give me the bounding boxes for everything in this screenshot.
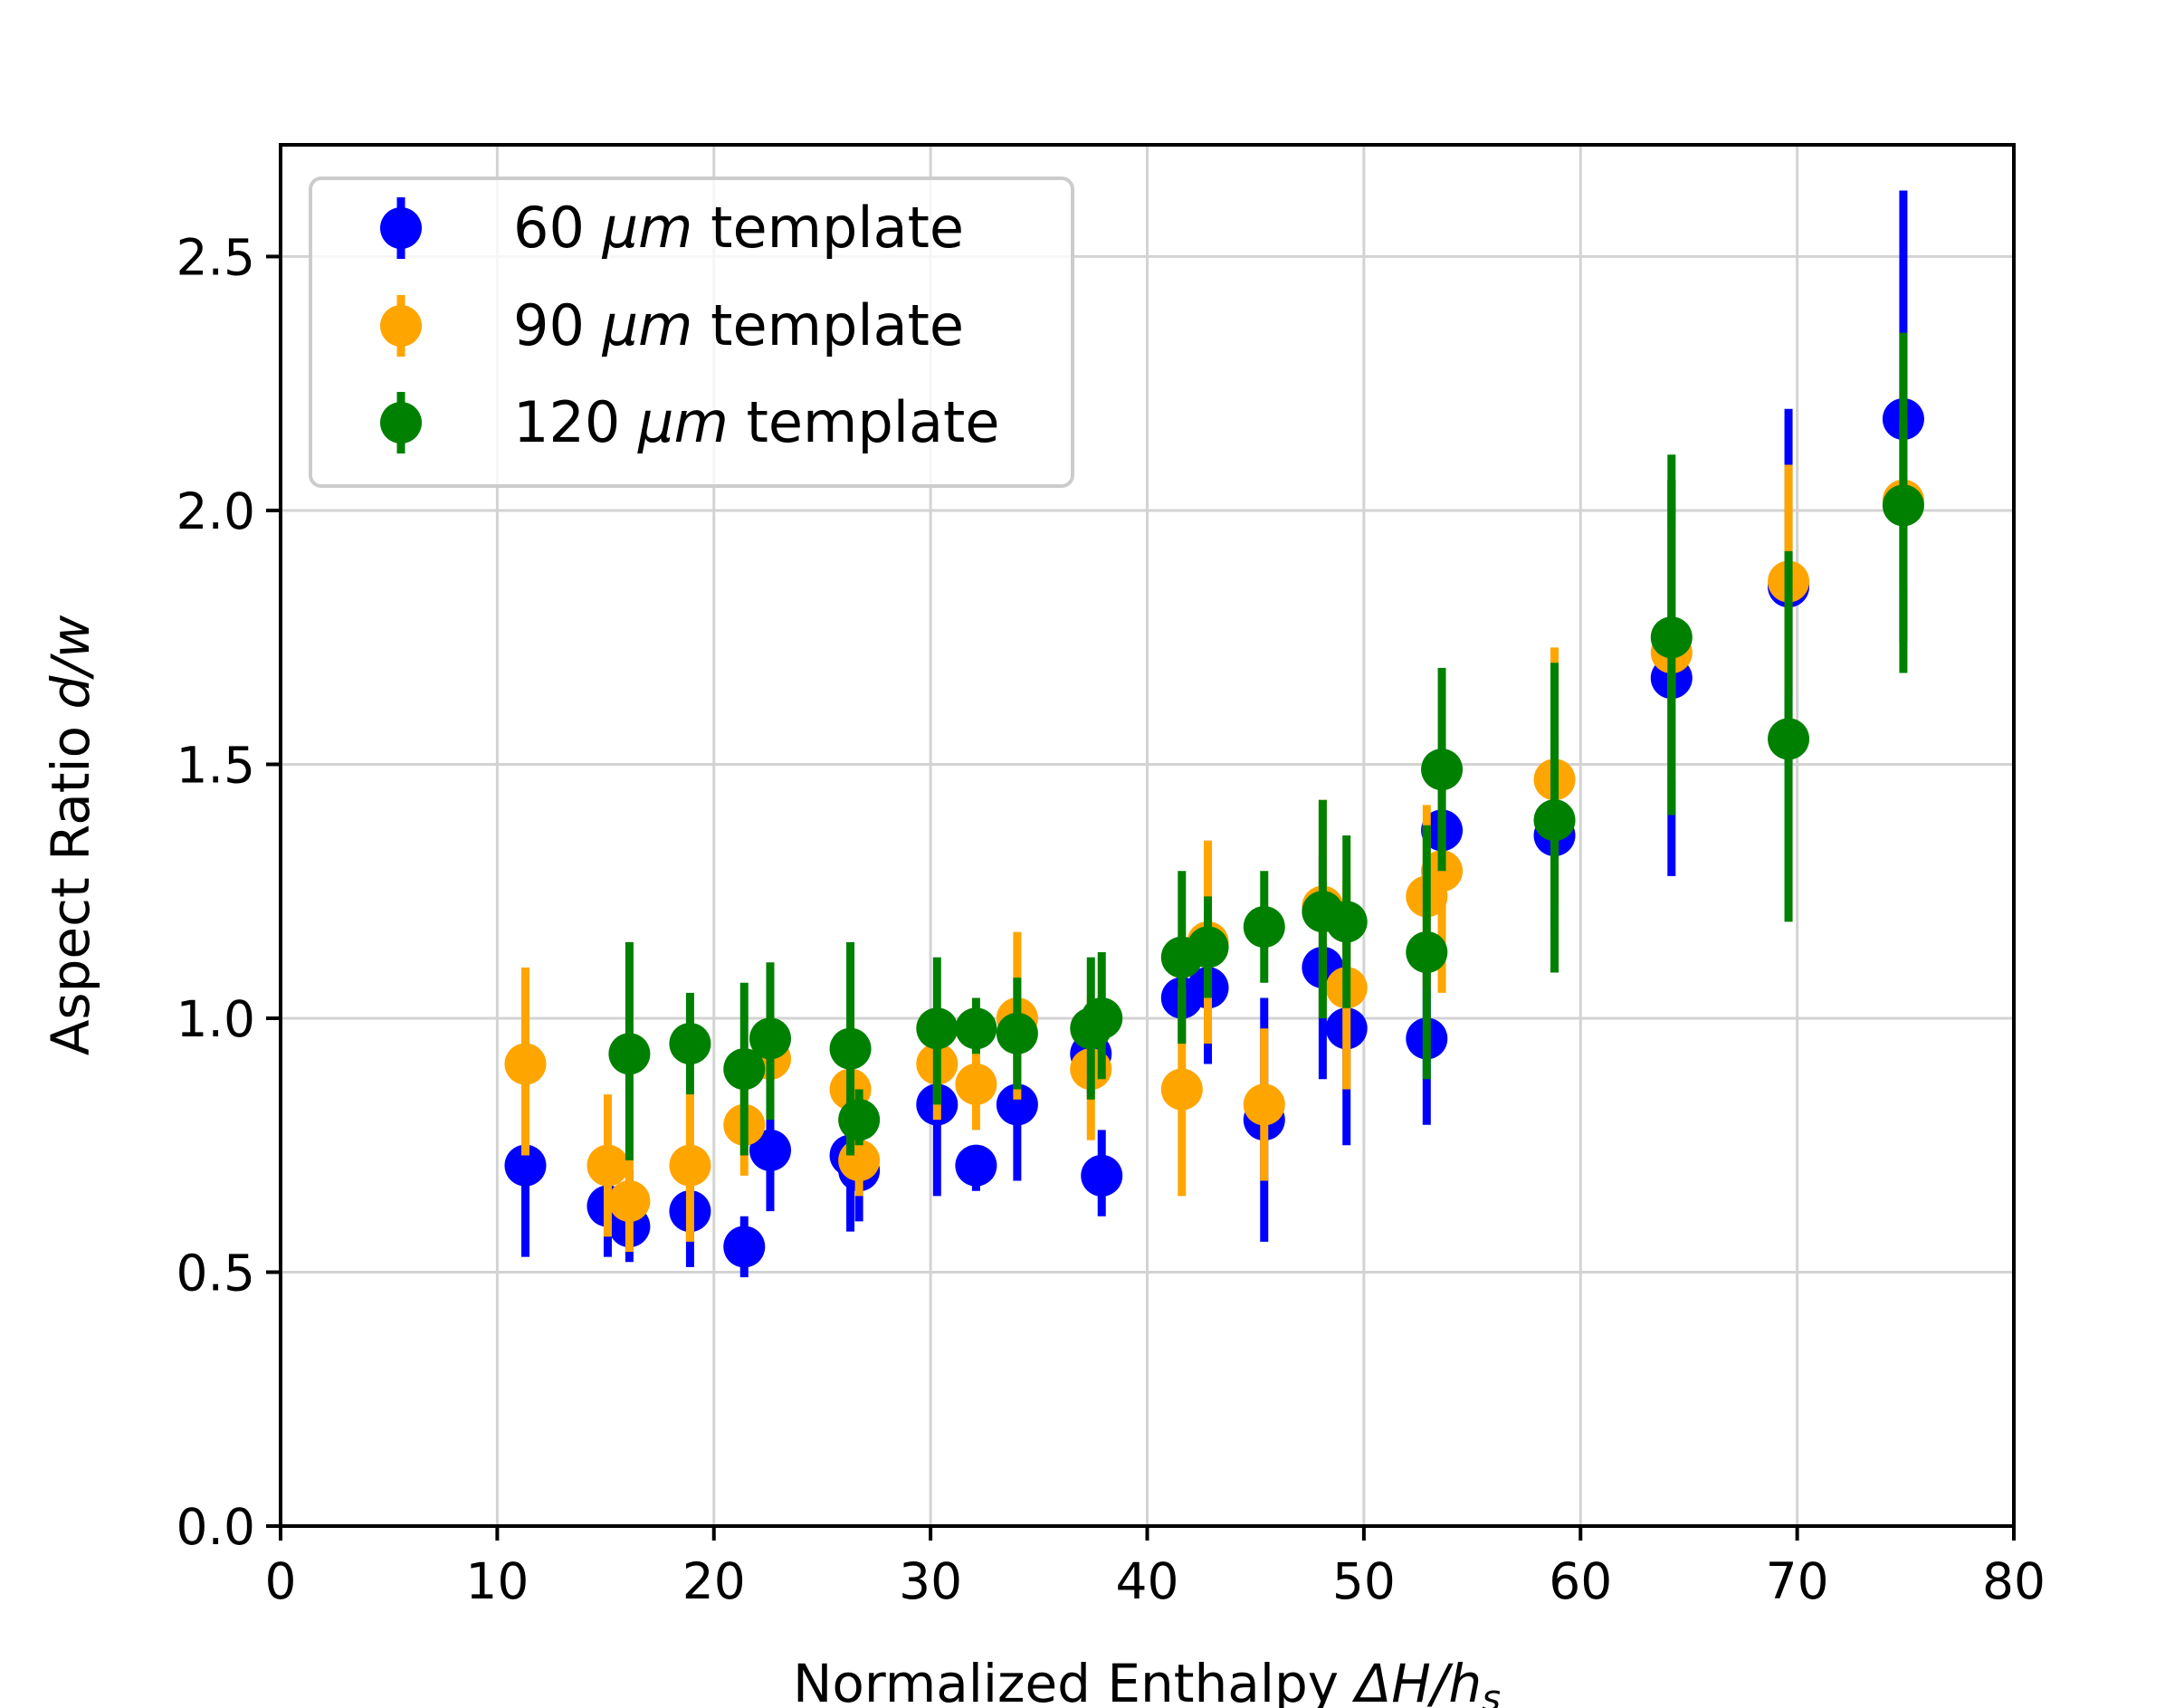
data-point — [1187, 926, 1229, 969]
x-tick-label: 50 — [1332, 1552, 1396, 1610]
data-point — [608, 1179, 651, 1222]
data-point — [955, 1144, 997, 1187]
y-tick-label: 1.5 — [176, 736, 255, 794]
y-tick-label: 0.0 — [176, 1498, 255, 1556]
series-3 — [608, 332, 1924, 1161]
plot-frame — [279, 143, 2016, 1528]
data-point — [723, 1226, 766, 1268]
legend-label: 120 μm template — [513, 389, 999, 455]
data-point — [829, 1027, 872, 1070]
y-tick-label: 1.0 — [176, 990, 255, 1048]
legend-box — [309, 177, 1074, 488]
data-point — [1243, 1083, 1285, 1126]
data-point — [1406, 931, 1448, 974]
data-point — [1243, 905, 1285, 948]
x-tick-label: 40 — [1116, 1552, 1179, 1610]
y-tick-label: 2.0 — [176, 482, 255, 540]
x-tick-label: 0 — [265, 1552, 297, 1610]
data-point — [1081, 997, 1123, 1039]
data-point — [1081, 1154, 1123, 1197]
data-point — [1421, 749, 1464, 791]
x-axis-title: Normalized Enthalpy ΔH/hs — [793, 1653, 1501, 1708]
data-point — [1533, 799, 1576, 842]
data-point — [838, 1140, 881, 1182]
legend-entry-1: 60 μm template — [380, 195, 964, 261]
data-point — [955, 1063, 997, 1105]
data-point — [1768, 718, 1810, 760]
legend-label: 60 μm template — [513, 195, 964, 261]
data-point — [1650, 616, 1693, 659]
legend-entry-2: 90 μm template — [380, 292, 964, 358]
legend-entry-3: 120 μm template — [380, 389, 999, 455]
x-tick-label: 80 — [1982, 1552, 2046, 1610]
x-tick-label: 30 — [899, 1552, 962, 1610]
x-axis-ticks: 0 10 20 30 40 50 60 70 80 — [265, 1526, 2046, 1610]
legend-label: 90 μm template — [513, 292, 964, 358]
data-point — [669, 1144, 711, 1187]
data-point — [669, 1023, 711, 1065]
x-tick-label: 10 — [465, 1552, 529, 1610]
data-point — [723, 1048, 766, 1091]
y-axis-title: Aspect Ratio d/w — [40, 615, 101, 1055]
data-point — [1160, 1068, 1203, 1111]
data-point — [838, 1099, 881, 1141]
y-tick-label: 2.5 — [176, 228, 255, 286]
data-series — [504, 190, 1924, 1278]
legend-marker — [380, 402, 422, 444]
data-point — [1882, 484, 1924, 527]
x-tick-label: 60 — [1549, 1552, 1612, 1610]
x-tick-label: 70 — [1766, 1552, 1829, 1610]
data-point — [916, 1007, 959, 1050]
legend-marker — [380, 305, 422, 347]
data-point — [749, 1017, 791, 1060]
data-point — [996, 1012, 1038, 1054]
data-point — [504, 1043, 547, 1085]
data-point — [1325, 901, 1368, 943]
data-point — [504, 1144, 547, 1187]
legend-marker — [380, 207, 422, 249]
x-tick-label: 20 — [682, 1552, 746, 1610]
data-point — [587, 1144, 629, 1187]
y-axis-ticks: 0.0 0.5 1.0 1.5 2.0 2.5 — [176, 228, 281, 1556]
data-point — [608, 1033, 651, 1075]
data-point — [955, 1007, 997, 1050]
data-point — [749, 1129, 791, 1171]
data-point — [996, 1083, 1038, 1126]
y-tick-label: 0.5 — [176, 1244, 255, 1302]
legend: 60 μm template 90 μm template 120 μm templ… — [309, 177, 1074, 488]
